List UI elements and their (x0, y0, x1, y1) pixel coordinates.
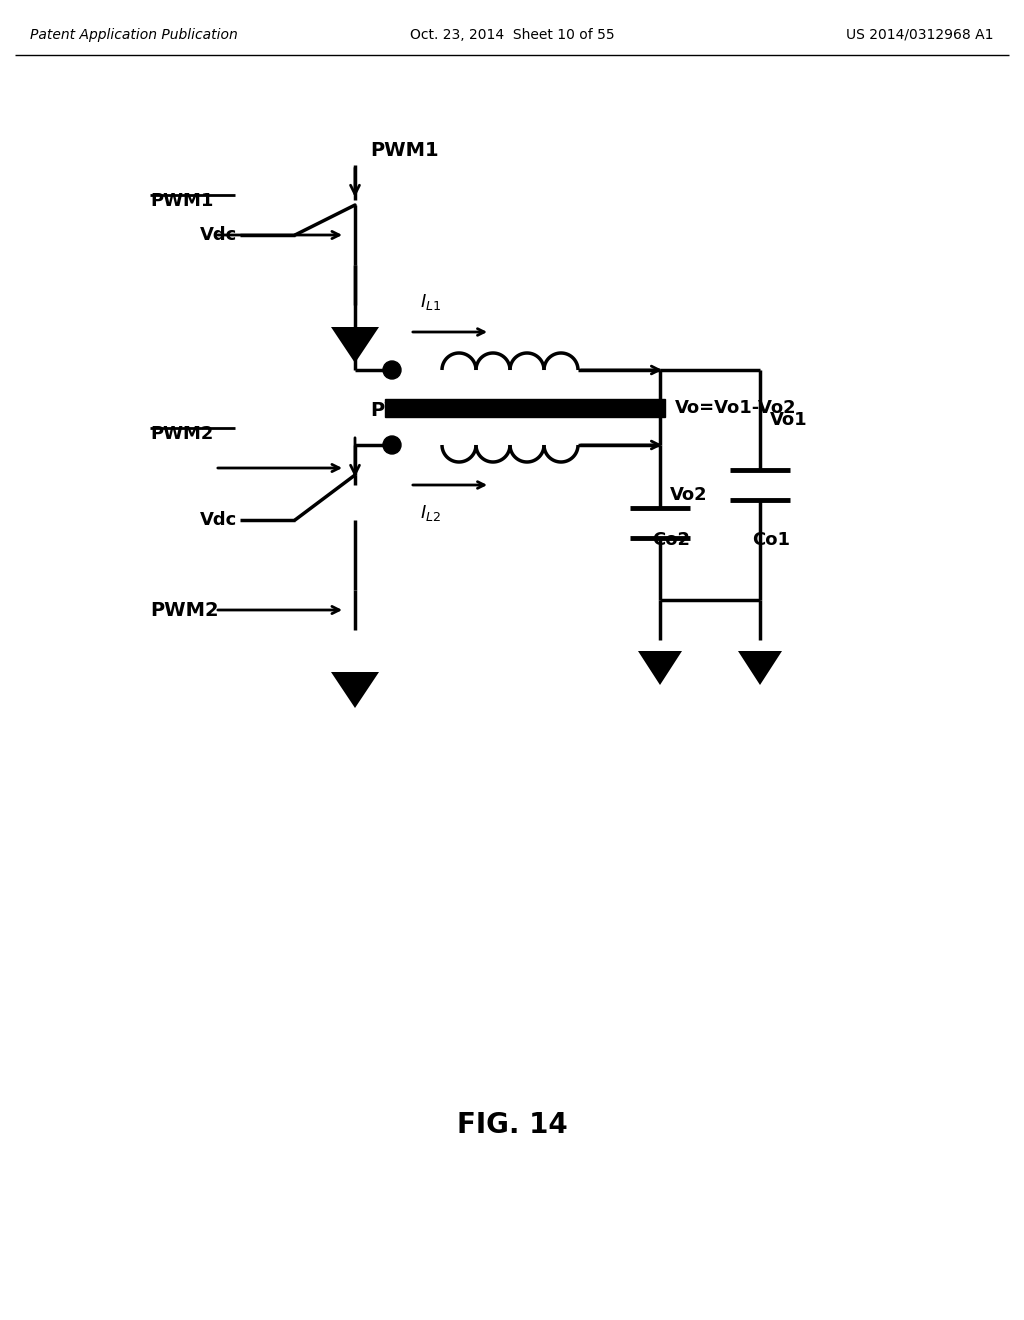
Polygon shape (638, 651, 682, 685)
Text: PWM1: PWM1 (370, 141, 438, 160)
Text: $I_{L1}$: $I_{L1}$ (420, 292, 441, 312)
Text: FIG. 14: FIG. 14 (457, 1111, 567, 1139)
Text: Vdc: Vdc (200, 226, 238, 244)
Text: Co1: Co1 (752, 531, 790, 549)
Text: Co2: Co2 (652, 531, 690, 549)
Text: PWM1: PWM1 (150, 191, 213, 210)
Text: PWM2: PWM2 (150, 425, 213, 444)
Circle shape (383, 360, 401, 379)
Polygon shape (331, 672, 379, 708)
Polygon shape (385, 399, 665, 417)
Text: Vo2: Vo2 (670, 486, 708, 504)
Text: Vo=Vo1-Vo2: Vo=Vo1-Vo2 (675, 399, 797, 417)
Text: US 2014/0312968 A1: US 2014/0312968 A1 (847, 28, 994, 42)
Text: PWM2: PWM2 (150, 601, 219, 619)
Polygon shape (331, 327, 379, 363)
Circle shape (383, 436, 401, 454)
Text: Patent Application Publication: Patent Application Publication (30, 28, 238, 42)
Text: Oct. 23, 2014  Sheet 10 of 55: Oct. 23, 2014 Sheet 10 of 55 (410, 28, 614, 42)
Text: Vdc: Vdc (200, 511, 238, 529)
Text: Vo1: Vo1 (770, 411, 808, 429)
Text: PWM2: PWM2 (370, 401, 438, 420)
Polygon shape (738, 651, 782, 685)
Text: $I_{L2}$: $I_{L2}$ (420, 503, 441, 523)
